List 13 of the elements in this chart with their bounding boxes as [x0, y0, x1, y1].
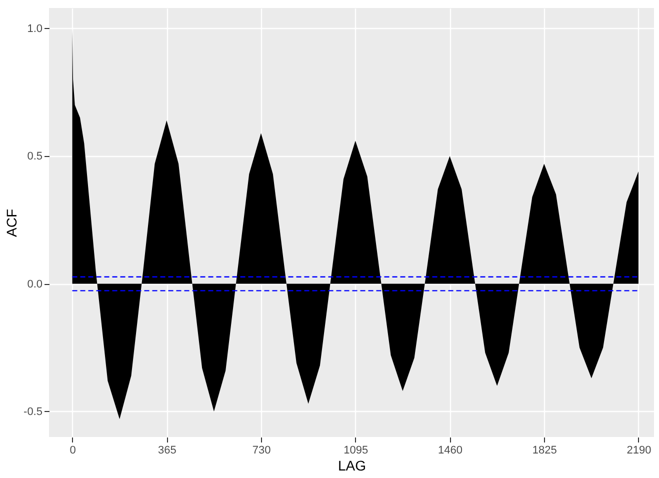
x-tick-label: 1460	[438, 444, 462, 456]
x-tick-label: 1825	[532, 444, 557, 456]
x-tick-label: 1095	[344, 444, 368, 456]
x-tick-label: 0	[70, 444, 76, 456]
y-tick-label: 0.5	[27, 150, 42, 163]
y-tick-label: 1.0	[27, 22, 42, 35]
y-tick-label: 0.0	[27, 278, 42, 290]
x-tick-label: 2190	[626, 444, 652, 456]
x-tick-label: 365	[158, 444, 176, 456]
y-axis-title: ACF	[4, 209, 20, 237]
x-axis-title: LAG	[338, 458, 366, 474]
x-tick-label: 730	[252, 444, 271, 456]
y-tick-label: -0.5	[24, 406, 42, 418]
